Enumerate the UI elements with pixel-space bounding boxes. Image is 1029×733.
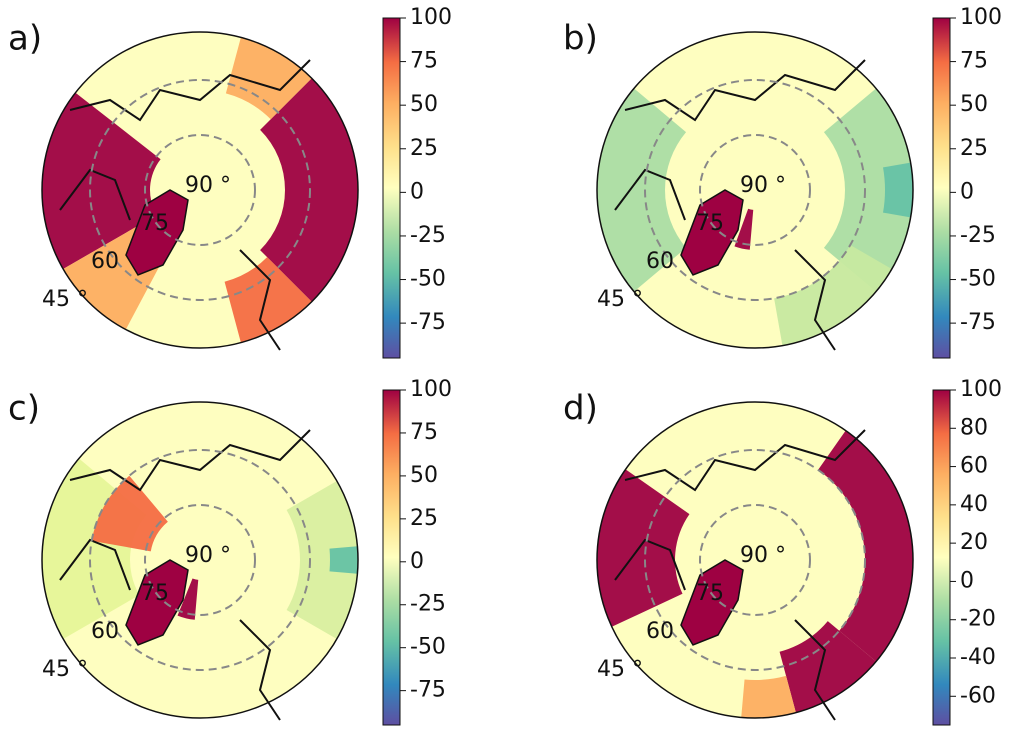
latitude-label: 60	[646, 619, 674, 644]
latitude-label: 60	[646, 249, 674, 274]
latitude-label: 75	[141, 211, 169, 236]
map-border	[596, 401, 914, 719]
colorbar-tick-label: 20	[960, 530, 988, 555]
latitude-label: 45 °	[42, 657, 88, 682]
polar-map	[596, 31, 914, 351]
colorbar	[382, 389, 401, 726]
latitude-label: 75	[141, 581, 169, 606]
field-patch	[42, 92, 161, 269]
colorbar-tick-label: 75	[960, 49, 988, 74]
colorbar	[382, 17, 401, 359]
colorbar-tick-label: 25	[960, 136, 988, 161]
latitude-label: 75	[696, 211, 724, 236]
coastline	[59, 59, 311, 351]
colorbar-tick-label: 40	[960, 492, 988, 517]
field-patch	[286, 481, 358, 639]
field-patch	[823, 88, 913, 292]
latitude-label: 45 °	[42, 287, 88, 312]
panel-label: d)	[563, 389, 598, 429]
field-patch	[774, 245, 892, 346]
colorbar-tick-label: 60	[960, 454, 988, 479]
colorbar-tick-label: -25	[410, 223, 446, 248]
latitude-circle	[144, 134, 256, 246]
colorbar-tick-label: 0	[410, 179, 424, 204]
colorbar-tick-label: 100	[960, 377, 1002, 402]
latitude-label: 75	[696, 581, 724, 606]
landmass	[680, 189, 744, 276]
field-patch	[177, 578, 199, 620]
panel-label: c)	[8, 389, 40, 429]
field-patch	[225, 37, 312, 120]
latitude-circle	[89, 79, 311, 301]
field-patch	[779, 621, 877, 713]
coastline	[614, 429, 866, 721]
latitude-label: 60	[91, 249, 119, 274]
colorbar-tick-label: -50	[960, 267, 996, 292]
latitude-circle	[644, 449, 866, 671]
coastline	[59, 429, 311, 721]
colorbar-tick-label: -20	[960, 607, 996, 632]
latitude-circle	[144, 504, 256, 616]
coastline	[614, 59, 866, 351]
map-border	[596, 31, 914, 349]
polar-map	[596, 401, 914, 721]
colorbar-tick-label: -75	[410, 678, 446, 703]
latitude-label: 60	[91, 619, 119, 644]
field-patch	[329, 546, 359, 574]
polar-map	[41, 31, 359, 351]
map-background	[42, 402, 358, 718]
colorbar-tick-label: 80	[960, 415, 988, 440]
colorbar-tick-label: 0	[960, 568, 974, 593]
colorbar-tick-label: 75	[410, 420, 438, 445]
colorbar-tick-label: -50	[410, 635, 446, 660]
latitude-label: 90 °	[185, 543, 231, 568]
field-patch	[883, 162, 913, 218]
colorbar	[932, 389, 951, 726]
field-patch	[734, 208, 754, 250]
field-patch	[91, 475, 168, 552]
colorbar-tick-label: 75	[410, 49, 438, 74]
field-patch	[597, 88, 687, 292]
colorbar-tick-label: 0	[410, 549, 424, 574]
polar-map	[41, 401, 359, 721]
colorbar-tick-label: -60	[960, 683, 996, 708]
colorbar-tick-label: 50	[410, 463, 438, 488]
panel-label: a)	[8, 19, 42, 59]
latitude-circle	[644, 79, 866, 301]
panel-label: b)	[563, 19, 598, 59]
colorbar-tick-label: 0	[960, 179, 974, 204]
map-border	[41, 401, 359, 719]
colorbar-tick-label: -25	[410, 592, 446, 617]
colorbar-tick-label: 100	[410, 377, 452, 402]
landmass	[125, 189, 189, 276]
latitude-label: 90 °	[740, 173, 786, 198]
colorbar-tick-label: 50	[410, 92, 438, 117]
colorbar-tick-label: 50	[960, 92, 988, 117]
field-patch	[224, 257, 312, 343]
latitude-label: 90 °	[185, 173, 231, 198]
landmass	[125, 559, 189, 646]
landmass	[680, 559, 744, 646]
field-patch	[741, 675, 796, 718]
colorbar-tick-label: 100	[960, 5, 1002, 30]
colorbar	[932, 17, 951, 359]
latitude-circle	[89, 449, 311, 671]
colorbar-tick-label: -75	[410, 310, 446, 335]
latitude-circle	[699, 504, 811, 616]
latitude-label: 45 °	[597, 287, 643, 312]
field-patch	[597, 469, 690, 627]
colorbar-tick-label: 25	[410, 136, 438, 161]
colorbar-tick-label: -40	[960, 645, 996, 670]
colorbar-tick-label: 25	[410, 506, 438, 531]
colorbar-tick-label: -75	[960, 310, 996, 335]
colorbar-tick-label: 100	[410, 5, 452, 30]
field-patch	[818, 430, 914, 662]
map-border	[41, 31, 359, 349]
colorbar-tick-label: -50	[410, 267, 446, 292]
latitude-label: 45 °	[597, 657, 643, 682]
latitude-circle	[699, 134, 811, 246]
colorbar-tick-label: -25	[960, 223, 996, 248]
latitude-label: 90 °	[740, 543, 786, 568]
